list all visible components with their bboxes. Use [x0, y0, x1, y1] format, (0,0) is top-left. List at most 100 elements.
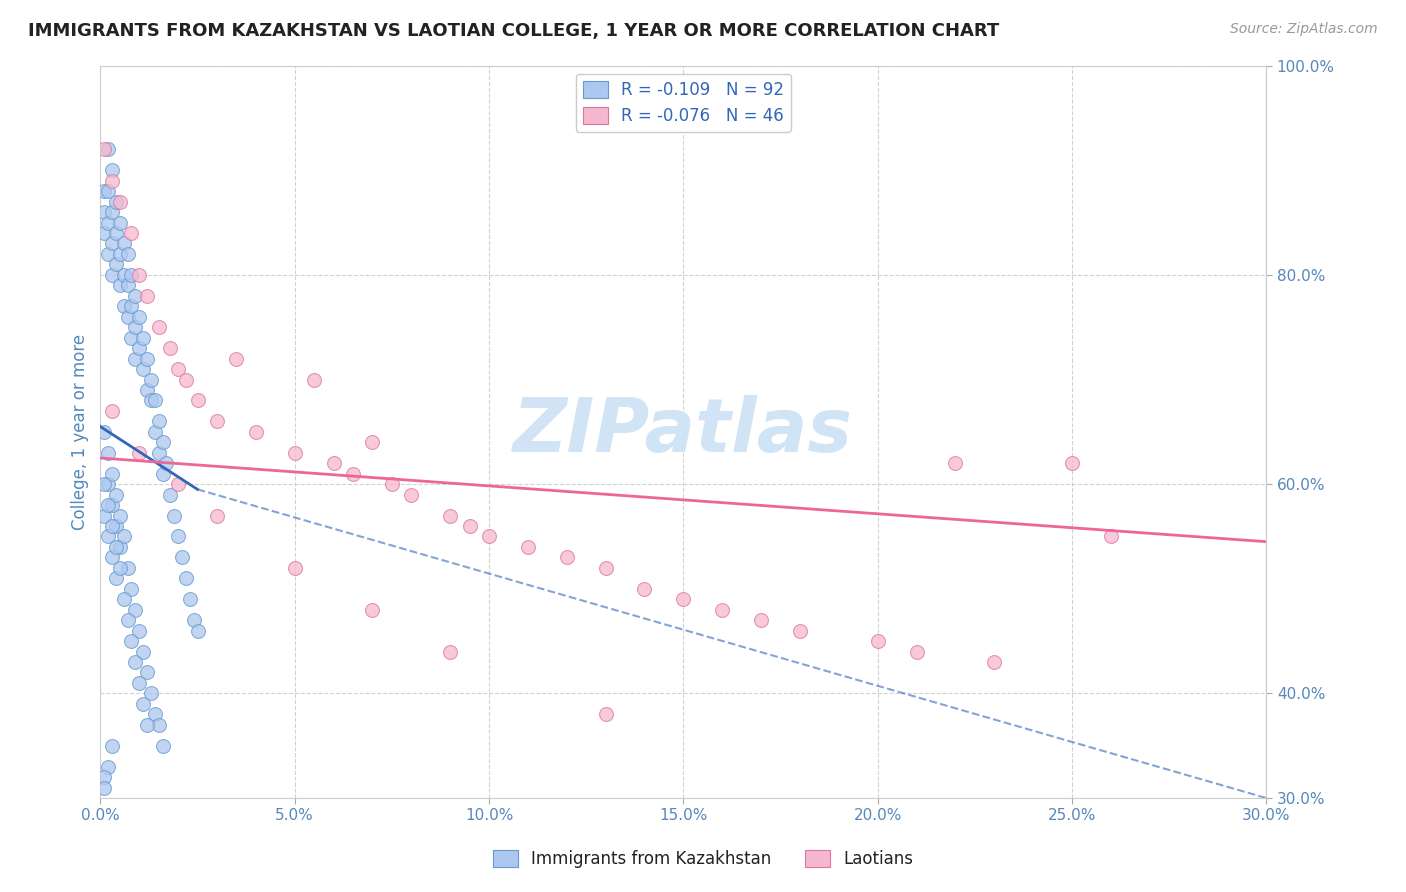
Point [205, 508, 228, 523]
Point [112, 236, 135, 251]
Point [117, 613, 139, 627]
Point [117, 247, 139, 261]
Point [132, 697, 155, 711]
Point [97, 477, 120, 491]
Point [101, 404, 124, 418]
Point [163, 508, 186, 523]
Point [143, 393, 166, 408]
Point [93, 508, 115, 523]
Point [101, 498, 124, 512]
Point [101, 739, 124, 753]
Point [174, 372, 197, 386]
Point [136, 351, 159, 366]
Point [983, 655, 1005, 669]
Point [117, 278, 139, 293]
Point [128, 268, 150, 282]
Point [97, 446, 120, 460]
Point [167, 529, 190, 543]
Point [104, 226, 127, 240]
Point [170, 550, 193, 565]
Point [381, 477, 404, 491]
Point [120, 634, 142, 648]
Point [139, 686, 162, 700]
Text: Source: ZipAtlas.com: Source: ZipAtlas.com [1230, 22, 1378, 37]
Point [101, 467, 124, 481]
Point [124, 603, 146, 617]
Point [97, 247, 120, 261]
Point [101, 550, 124, 565]
Point [439, 644, 461, 658]
Point [132, 331, 155, 345]
Point [101, 174, 124, 188]
Point [302, 372, 325, 386]
Point [108, 540, 131, 554]
Point [284, 446, 307, 460]
Point [93, 142, 115, 156]
Point [120, 268, 142, 282]
Point [93, 425, 115, 439]
Point [672, 592, 695, 607]
Point [555, 550, 578, 565]
Point [124, 289, 146, 303]
Point [101, 205, 124, 219]
Y-axis label: College, 1 year or more: College, 1 year or more [72, 334, 89, 530]
Point [711, 603, 734, 617]
Point [595, 561, 617, 575]
Point [97, 498, 120, 512]
Point [120, 299, 142, 313]
Point [101, 236, 124, 251]
Point [401, 488, 423, 502]
Point [152, 739, 174, 753]
Point [104, 194, 127, 209]
Point [108, 561, 131, 575]
Point [93, 205, 115, 219]
Point [128, 624, 150, 638]
Point [633, 582, 655, 596]
Legend: Immigrants from Kazakhstan, Laotians: Immigrants from Kazakhstan, Laotians [486, 843, 920, 875]
Point [124, 351, 146, 366]
Point [866, 634, 889, 648]
Point [225, 351, 247, 366]
Point [167, 362, 190, 376]
Point [112, 299, 135, 313]
Point [136, 718, 159, 732]
Point [104, 488, 127, 502]
Point [945, 456, 967, 470]
Point [104, 540, 127, 554]
Point [97, 184, 120, 198]
Point [136, 665, 159, 680]
Point [112, 592, 135, 607]
Point [139, 393, 162, 408]
Point [148, 446, 170, 460]
Point [120, 582, 142, 596]
Point [159, 488, 181, 502]
Point [284, 561, 307, 575]
Point [120, 226, 142, 240]
Point [789, 624, 811, 638]
Point [128, 446, 150, 460]
Legend: R = -0.109   N = 92, R = -0.076   N = 46: R = -0.109 N = 92, R = -0.076 N = 46 [576, 74, 790, 132]
Point [148, 320, 170, 334]
Point [749, 613, 772, 627]
Point [108, 194, 131, 209]
Point [458, 519, 481, 533]
Point [101, 268, 124, 282]
Point [439, 508, 461, 523]
Text: IMMIGRANTS FROM KAZAKHSTAN VS LAOTIAN COLLEGE, 1 YEAR OR MORE CORRELATION CHART: IMMIGRANTS FROM KAZAKHSTAN VS LAOTIAN CO… [28, 22, 1000, 40]
Point [120, 331, 142, 345]
Point [97, 529, 120, 543]
Point [93, 226, 115, 240]
Point [108, 508, 131, 523]
Point [108, 247, 131, 261]
Point [132, 362, 155, 376]
Point [136, 289, 159, 303]
Point [93, 477, 115, 491]
Point [117, 310, 139, 324]
Point [143, 425, 166, 439]
Point [128, 341, 150, 355]
Point [128, 310, 150, 324]
Point [117, 561, 139, 575]
Point [186, 624, 208, 638]
Point [516, 540, 538, 554]
Point [97, 142, 120, 156]
